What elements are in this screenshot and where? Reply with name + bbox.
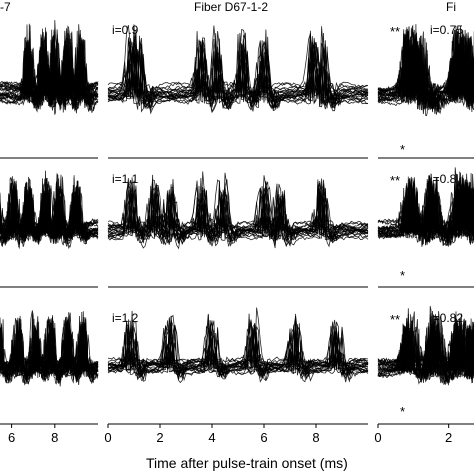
trace-right-bottom-21: [377, 321, 474, 385]
x-tick-label-left-bottom-6: 6: [8, 430, 15, 445]
trace-middle-middle-20: [107, 174, 369, 239]
marker-single-right-bottom: *: [400, 404, 405, 419]
trace-middle-bottom-16: [107, 313, 369, 374]
axes-layer: [0, 157, 474, 428]
trace-middle-middle-18: [107, 179, 369, 241]
marker-double-right-middle: **: [390, 173, 400, 188]
trace-middle-bottom-19: [107, 314, 369, 375]
x-tick-label-middle-bottom-4: 4: [208, 430, 215, 445]
trace-middle-top-20: [107, 32, 369, 111]
marker-double-right-top: **: [390, 24, 400, 39]
trace-left-bottom-21: [0, 322, 99, 387]
annotation-middle-bottom: i=1.2: [112, 311, 139, 325]
trace-middle-bottom-17: [107, 326, 369, 383]
annotation-right-bottom: i=0.82: [430, 311, 463, 325]
x-tick-label-right-bottom-2: 2: [445, 430, 452, 445]
trace-middle-top-21: [107, 24, 369, 103]
trace-middle-middle-21: [107, 185, 369, 247]
trace-right-top-18: [377, 28, 474, 104]
trace-middle-bottom-5: [107, 318, 369, 384]
trace-left-top-21: [0, 33, 99, 109]
x-axis-label: Time after pulse-train onset (ms): [146, 455, 348, 471]
trace-left-middle-21: [0, 185, 99, 246]
trace-middle-bottom-21: [107, 319, 369, 376]
trace-middle-top-18: [107, 40, 369, 111]
trace-middle-top-19: [107, 33, 369, 104]
panel-title-right: Fi: [446, 0, 456, 14]
annotation-middle-middle: i=1.1: [112, 172, 139, 186]
trace-middle-bottom-20: [107, 315, 369, 373]
x-tick-label-middle-bottom-0: 0: [104, 430, 111, 445]
panel-title-middle: Fiber D67-1-2: [194, 0, 268, 14]
x-tick-label-right-bottom-0: 0: [374, 430, 381, 445]
x-tick-label-middle-bottom-2: 2: [156, 430, 163, 445]
trace-right-top-21: [377, 24, 474, 103]
trace-right-bottom-20: [377, 324, 474, 386]
annotation-right-middle: i=0.8: [430, 172, 457, 186]
x-tick-label-middle-bottom-6: 6: [260, 430, 267, 445]
text-layer: -7 Fiber D67-1-2 Fi Time after pulse-tra…: [0, 0, 463, 471]
trace-middle-top-13: [107, 25, 369, 101]
marker-double-right-bottom: **: [390, 312, 400, 327]
trace-right-middle-21: [377, 175, 474, 240]
x-tick-label-middle-bottom-8: 8: [312, 430, 319, 445]
trace-middle-middle-19: [107, 182, 369, 250]
annotation-right-top: i=0.75: [430, 23, 463, 37]
x-tick-label-left-bottom-8: 8: [51, 430, 58, 445]
trace-right-middle-11: [377, 181, 474, 247]
marker-single-right-middle: *: [400, 268, 405, 283]
trace-layer: [0, 20, 474, 387]
panel-title-left: -7: [0, 0, 11, 14]
marker-single-right-top: *: [400, 142, 405, 157]
annotation-middle-top: i=0.9: [112, 23, 139, 37]
trace-left-bottom-20: [0, 323, 99, 380]
